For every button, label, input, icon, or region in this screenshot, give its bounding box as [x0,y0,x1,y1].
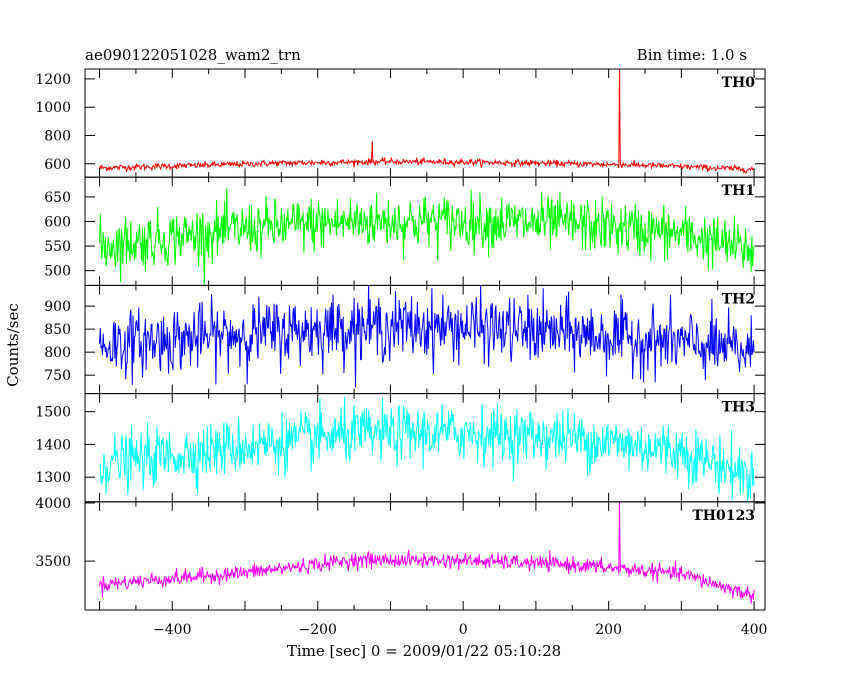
panel-frame [84,501,766,611]
panel-th0: TH0 600 800 1000 1200 [35,68,766,178]
x-axis-label: Time [sec] 0 = 2009/01/22 05:10:28 [287,642,561,660]
series-th1 [99,188,755,286]
panel-th2: TH2 750 800 850 900 [44,284,766,395]
y-tick-label: 500 [44,264,71,280]
y-tick-label: 600 [44,157,71,173]
x-tick-label: 0 [459,622,468,638]
x-tick-label: −400 [153,622,191,638]
series-th0 [99,69,755,175]
y-tick-label: 750 [44,368,71,384]
x-tick-label: 200 [595,622,622,638]
y-tick-label: 600 [44,214,71,230]
y-tick-label: 800 [44,345,71,361]
panel-label: TH3 [722,400,755,416]
panel-label: TH0123 [692,508,755,524]
panel-th0123: TH0123 3500 4000 [35,496,766,611]
y-tick-label: 4000 [35,496,71,512]
y-tick-label: 1400 [35,437,71,453]
y-tick-label: 1200 [35,72,71,88]
x-tick-labels: −400 −200 0 200 400 [153,622,767,638]
y-tick-label: 650 [44,190,71,206]
series-th0123 [99,501,755,604]
y-tick-label: 1000 [35,100,71,116]
chart-subtitle: Bin time: 1.0 s [637,46,747,64]
y-tick-label: 1500 [35,405,71,421]
y-tick-label: 900 [44,299,71,315]
x-tick-label: −200 [299,622,337,638]
panel-th3: TH3 1300 1400 1500 [35,393,766,503]
panels-group: TH0 600 800 1000 1200 TH1 500 550 600 650 TH2 750 80… [35,68,767,638]
chart-title: ae090122051028_wam2_trn [85,46,301,64]
series-th3 [99,396,755,501]
panel-th1: TH1 500 550 600 650 [44,176,766,286]
y-tick-label: 550 [44,239,71,255]
panel-label: TH0 [722,75,756,91]
y-tick-label: 850 [44,322,71,338]
y-tick-label: 1300 [35,470,71,486]
series-th2 [99,285,755,388]
y-tick-label: 3500 [35,554,71,570]
y-tick-label: 800 [44,128,71,144]
y-axis-label: Counts/sec [4,303,22,387]
panel-label: TH1 [722,183,755,199]
panel-frame [84,68,766,178]
panel-label: TH2 [722,291,755,307]
x-tick-label: 400 [741,622,768,638]
